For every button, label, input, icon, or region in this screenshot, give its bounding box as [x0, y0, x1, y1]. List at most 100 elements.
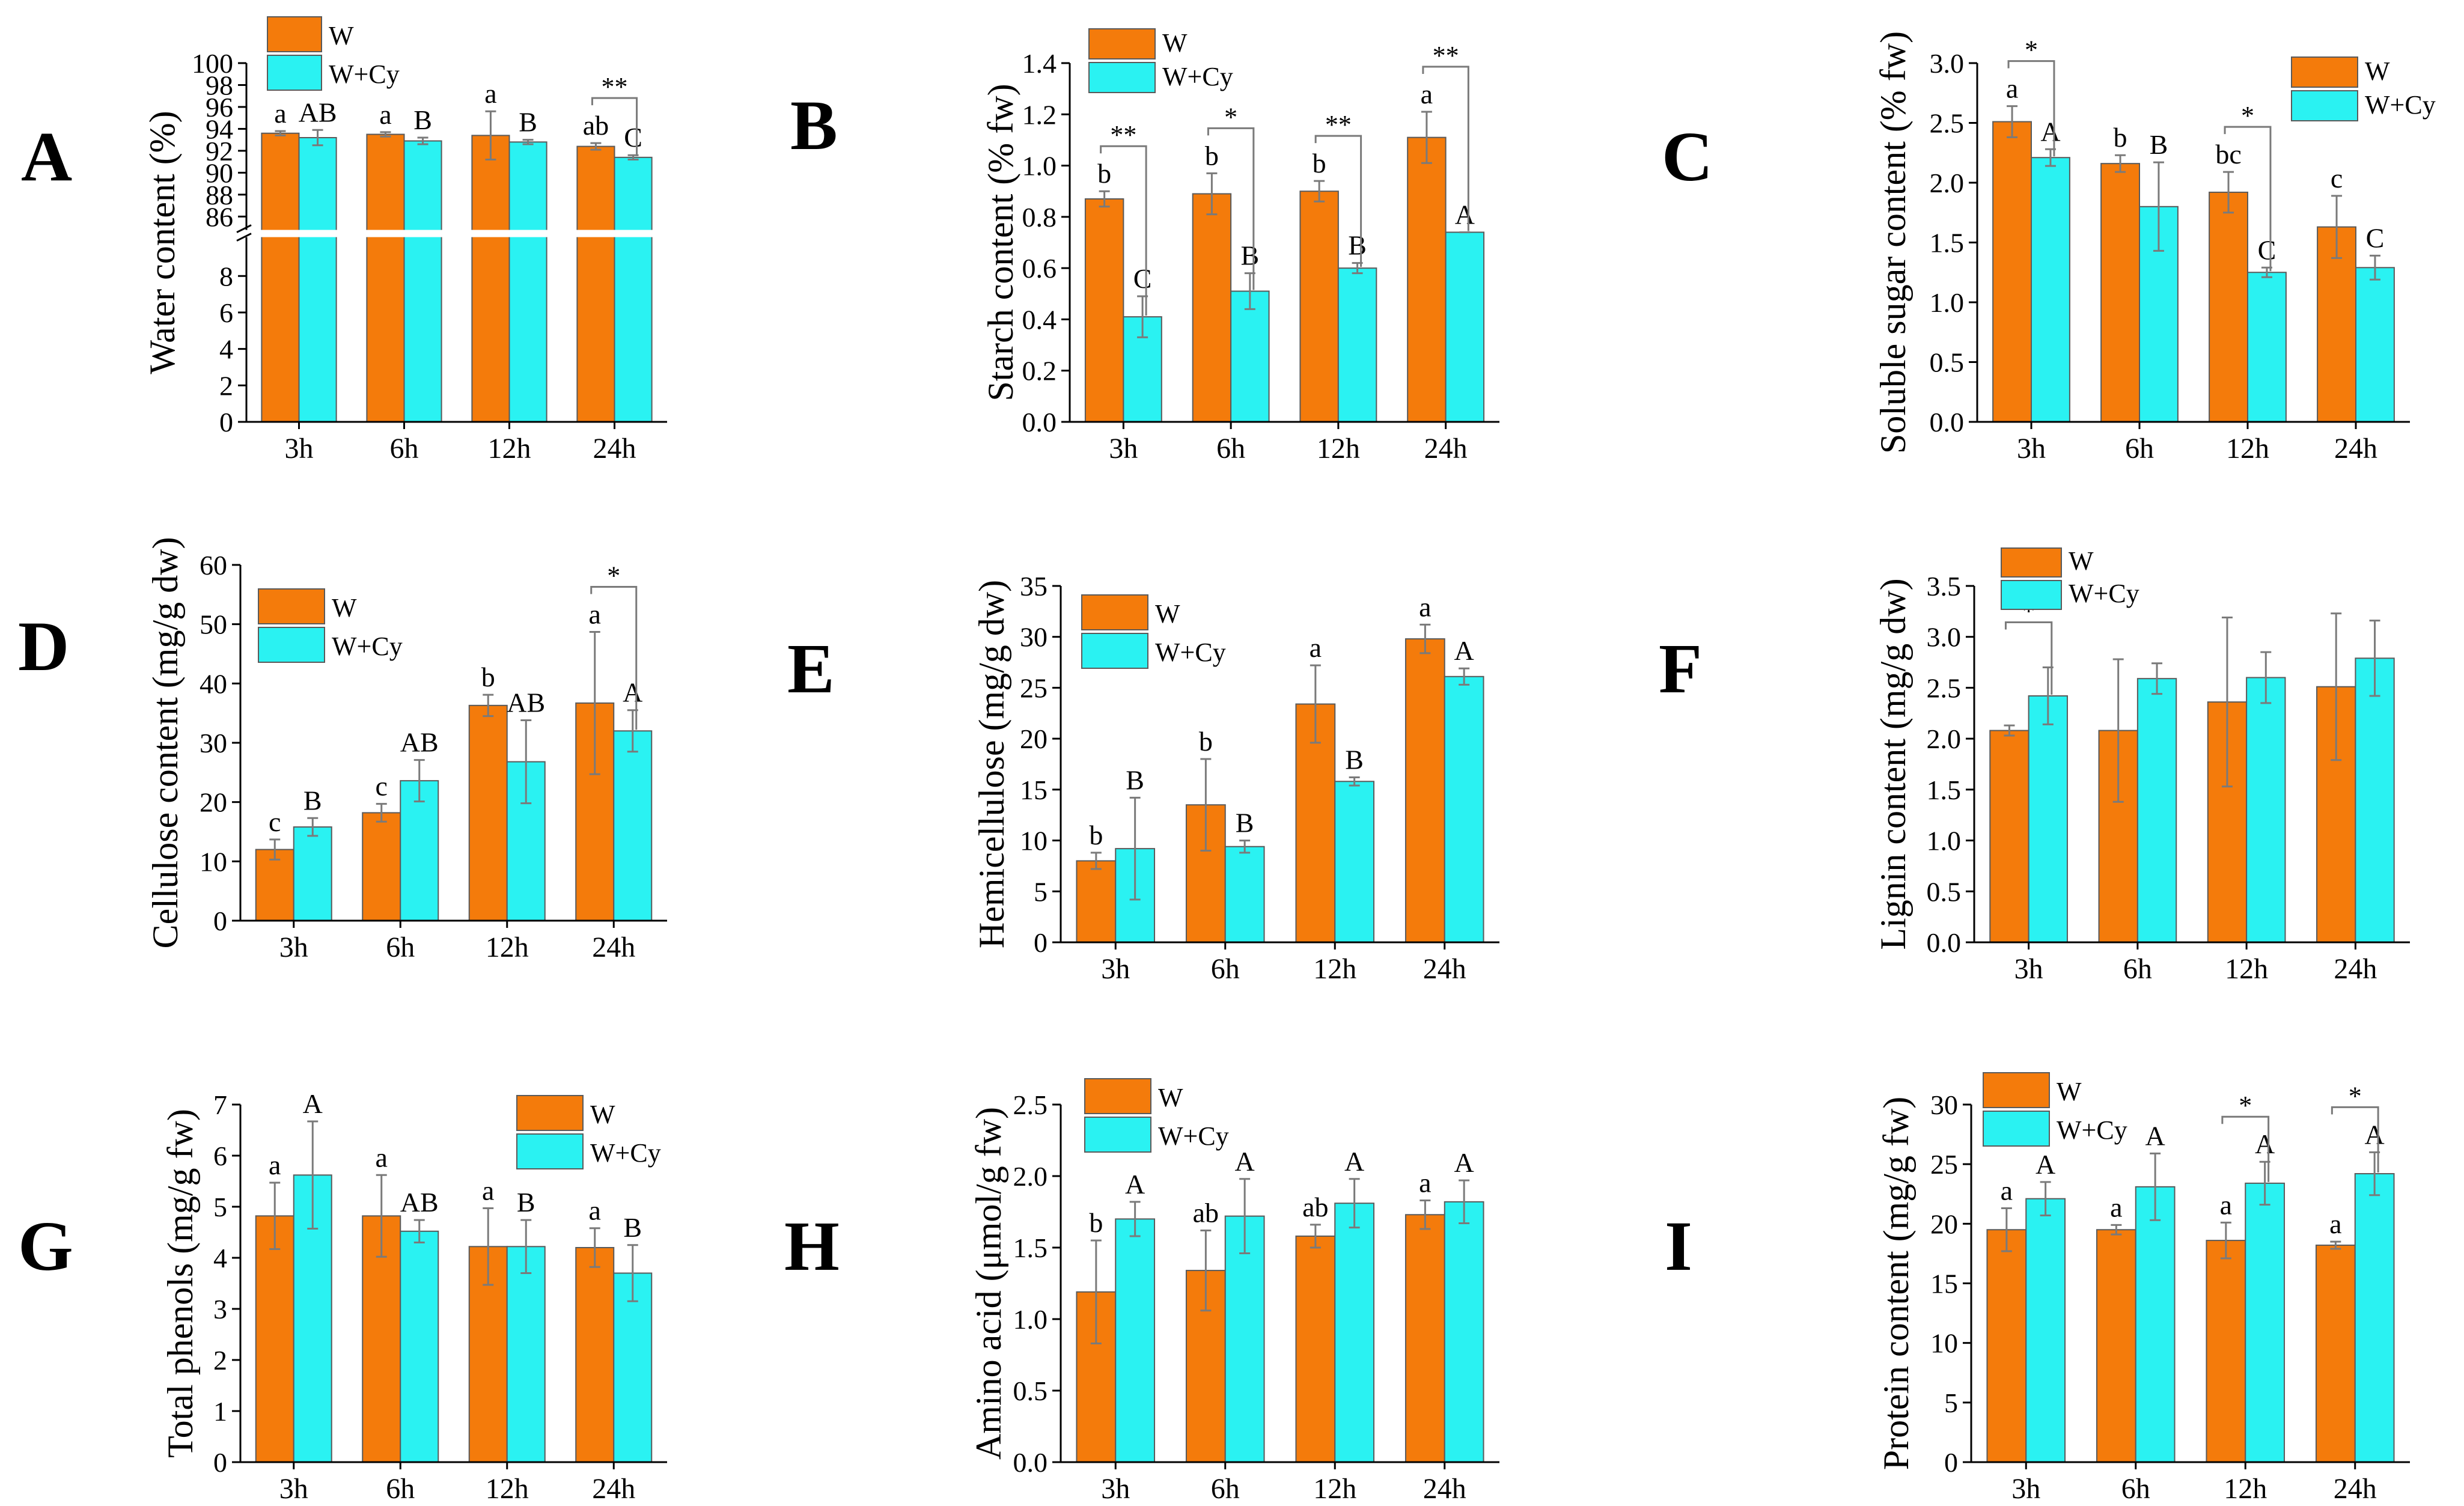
- x-tick-label: 24h: [592, 931, 635, 963]
- significance-letter: A: [1235, 1146, 1255, 1177]
- legend-swatch-W: [2001, 547, 2062, 578]
- y-axis-label: Cellulose content (mg/g dw): [145, 537, 185, 949]
- significance-letter: a: [1419, 1167, 1431, 1198]
- y-tick-label: 0: [1034, 927, 1048, 958]
- significance-letter: AB: [299, 97, 337, 127]
- significance-letter: B: [1345, 745, 1364, 775]
- y-tick-label: 88: [206, 180, 233, 210]
- significance-letter: A: [2365, 1119, 2385, 1150]
- panel-letter: E: [787, 629, 835, 708]
- y-tick-label: 2: [219, 370, 233, 401]
- x-tick-label: 3h: [1109, 433, 1138, 465]
- x-tick-label: 24h: [593, 433, 636, 465]
- significance-letter: a: [376, 1142, 388, 1172]
- y-tick-label: 2.5: [1927, 672, 1962, 703]
- legend-label: W: [1158, 1083, 1183, 1112]
- significance-stars: **: [1325, 110, 1352, 139]
- x-tick-label: 3h: [279, 1473, 308, 1505]
- legend-label: W: [329, 21, 354, 50]
- significance-stars: *: [2239, 1091, 2252, 1120]
- significance-stars: *: [1224, 102, 1237, 132]
- axis-break-mark: [236, 224, 252, 233]
- y-tick-label: 1.0: [1927, 826, 1962, 856]
- significance-letter: A: [623, 677, 642, 708]
- y-tick-label: 1.4: [1022, 48, 1057, 79]
- panel-letter: I: [1665, 1207, 1692, 1285]
- y-tick-label: 2.0: [1013, 1161, 1048, 1192]
- bar-W-3h: [1989, 730, 2029, 944]
- bar-W-24h: [1407, 136, 1447, 423]
- bar-WplusCy-12h: [1337, 267, 1377, 422]
- significance-letter: a: [1419, 591, 1431, 622]
- x-tick-label: 24h: [592, 1473, 635, 1505]
- bar-W-6h: [362, 812, 401, 921]
- y-tick-label: 20: [1020, 724, 1048, 754]
- panel-letter: D: [18, 607, 69, 686]
- y-tick-label: 98: [206, 70, 233, 100]
- significance-letter: A: [1454, 1147, 1474, 1178]
- x-tick-label: 12h: [1313, 953, 1356, 985]
- significance-letter: a: [482, 1175, 494, 1206]
- significance-letter: B: [1241, 240, 1260, 271]
- legend-swatch-WplusCy: [2291, 90, 2358, 121]
- bar-W-3h: [1076, 860, 1117, 944]
- significance-letter: a: [2001, 1175, 2013, 1206]
- legend-label: W+Cy: [1162, 62, 1233, 91]
- y-tick-label: 0.0: [1022, 407, 1057, 437]
- significance-letter: AB: [507, 687, 545, 718]
- bar-W-24h: [1404, 1214, 1445, 1463]
- y-axis-label: Amino acid (μmol/g fw): [969, 1107, 1008, 1460]
- bar-W-6h: [1192, 193, 1232, 422]
- y-axis-label: Hemicellulose (mg/g dw): [972, 580, 1011, 948]
- significance-letter: B: [1236, 808, 1254, 838]
- significance-stars: **: [602, 72, 628, 102]
- y-tick-label: 3: [213, 1294, 227, 1325]
- significance-letter: a: [589, 1195, 601, 1226]
- y-tick-label: 4: [213, 1243, 227, 1273]
- y-tick-label: 90: [206, 157, 233, 188]
- bar-W-24h: [1404, 638, 1445, 944]
- legend-swatch-WplusCy: [516, 1133, 584, 1169]
- bar-W-12h: [468, 704, 508, 921]
- bar-W-3h: [1084, 198, 1124, 422]
- x-tick-label: 12h: [2225, 953, 2268, 985]
- legend-label: W+Cy: [1155, 638, 1226, 667]
- significance-letter: b: [481, 662, 495, 692]
- y-axis-label: Lignin content (mg/g dw): [1873, 578, 1913, 950]
- significance-letter: a: [1421, 79, 1433, 109]
- x-tick-label: 6h: [2123, 953, 2152, 985]
- significance-letter: b: [1313, 148, 1326, 178]
- y-tick-label: 0.0: [1013, 1447, 1048, 1478]
- significance-letter: A: [1454, 635, 1474, 666]
- legend-swatch-W: [1081, 594, 1148, 630]
- bar-WplusCy-24h: [614, 156, 653, 422]
- y-tick-label: 20: [200, 787, 227, 818]
- significance-letter: b: [2114, 122, 2127, 153]
- significance-letter: b: [1205, 140, 1219, 171]
- panel-C: aA*3hb B6hbcC*12hcC24h0.00.51.01.52.02.53…: [1662, 31, 2436, 465]
- y-tick-label: 0: [1944, 1447, 1958, 1478]
- bar-WplusCy-6h: [2136, 678, 2177, 944]
- significance-letter: A: [1125, 1169, 1145, 1200]
- y-tick-label: 0.0: [1930, 407, 1965, 437]
- significance-letter: B: [1126, 764, 1144, 795]
- x-tick-label: 6h: [1216, 433, 1245, 465]
- legend-swatch-WplusCy: [258, 627, 325, 663]
- bar-W-12h: [2206, 1240, 2246, 1463]
- panel-D: cB3hcAB6hbAB12haA*24h0102030405060Cellul…: [18, 537, 667, 963]
- y-tick-label: 3.5: [1927, 571, 1962, 602]
- x-tick-label: 6h: [1211, 1473, 1240, 1505]
- bar-WplusCy-3h: [2025, 1198, 2066, 1463]
- legend-swatch-W: [267, 16, 322, 52]
- bar-WplusCy-24h: [1445, 231, 1485, 422]
- significance-letter: A: [2145, 1120, 2165, 1151]
- x-tick-label: 24h: [2334, 433, 2377, 465]
- significance-letter: B: [519, 107, 537, 138]
- bar-WplusCy-6h: [403, 140, 442, 423]
- significance-letter: C: [2366, 222, 2385, 253]
- y-tick-label: 2.5: [1930, 108, 1965, 139]
- x-tick-label: 12h: [1313, 1473, 1356, 1505]
- x-tick-label: 12h: [1317, 433, 1360, 465]
- bar-WplusCy-24h: [1444, 675, 1484, 943]
